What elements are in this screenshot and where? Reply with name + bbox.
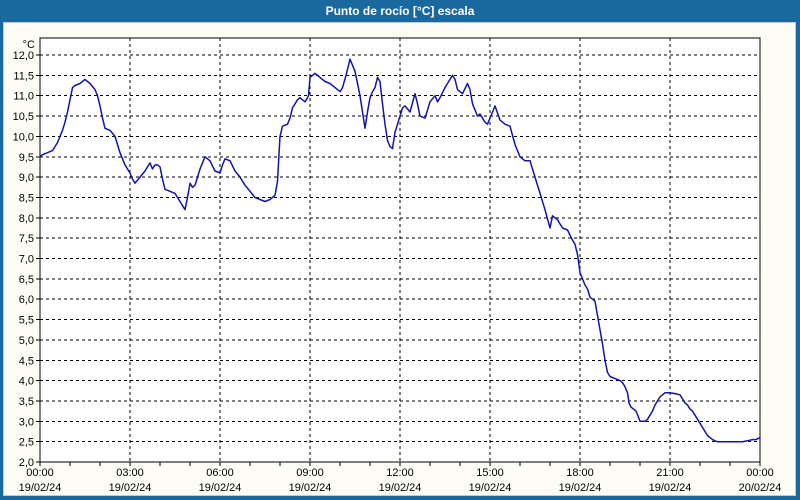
x-axis-date-label: 19/02/24 [469, 482, 512, 494]
x-axis-time-label: 00:00 [26, 467, 54, 479]
y-axis-label: 10,5 [13, 111, 34, 123]
x-axis-date-label: 19/02/24 [199, 482, 242, 494]
y-axis-label: 4,0 [19, 376, 34, 388]
y-axis-label: 6,5 [19, 274, 34, 286]
x-axis-date-label: 19/02/24 [19, 482, 62, 494]
x-axis-time-label: 12:00 [386, 467, 414, 479]
x-axis-date-label: 19/02/24 [559, 482, 602, 494]
y-axis-label: 7,0 [19, 254, 34, 266]
x-axis-date-label: 19/02/24 [649, 482, 692, 494]
x-axis-date-label: 19/02/24 [289, 482, 332, 494]
x-axis-date-label: 20/02/24 [739, 482, 782, 494]
y-axis-label: 10,0 [13, 131, 34, 143]
y-axis-label: 8,5 [19, 192, 34, 204]
dew-point-chart: 12,0 11,5 11,0 10,5 10,0 9,5 9,0 8,5 8,0 7,5 7,0 6,… [13, 37, 782, 494]
x-axis-time-label: 18:00 [566, 467, 594, 479]
y-axis-label: 11,5 [13, 70, 34, 82]
y-axis-label: 6,0 [19, 294, 34, 306]
x-axis-time-label: 09:00 [296, 467, 324, 479]
y-axis-unit-label: °C [23, 39, 35, 51]
y-axis-label: 9,0 [19, 172, 34, 184]
y-axis-label: 7,5 [19, 233, 34, 245]
y-axis-label: 11,0 [13, 91, 34, 103]
y-axis-label: 2,0 [19, 457, 34, 469]
title-bar: Punto de rocío [°C] escala [0, 0, 800, 22]
x-axis-date-label: 19/02/24 [379, 482, 422, 494]
dew-point-line [39, 58, 761, 443]
y-axis-label: 9,5 [19, 152, 34, 164]
y-axis-label: 8,0 [19, 213, 34, 225]
y-axis-label: 2,5 [19, 437, 34, 449]
x-axis-time-label: 15:00 [476, 467, 504, 479]
x-axis-time-label: 21:00 [656, 467, 684, 479]
y-axis-label: 12,0 [13, 50, 34, 62]
x-axis-time-label: 00:00 [746, 467, 774, 479]
window-title: Punto de rocío [°C] escala [325, 4, 475, 18]
y-axis-label: 5,5 [19, 315, 34, 327]
y-axis-label: 3,0 [19, 416, 34, 428]
y-axis-label: 4,5 [19, 355, 34, 367]
y-axis-label: 3,5 [19, 396, 34, 408]
y-axis-label: 5,0 [19, 335, 34, 347]
x-axis-time-label: 06:00 [206, 467, 234, 479]
x-axis-time-label: 03:00 [116, 467, 144, 479]
x-axis-date-label: 19/02/24 [109, 482, 152, 494]
